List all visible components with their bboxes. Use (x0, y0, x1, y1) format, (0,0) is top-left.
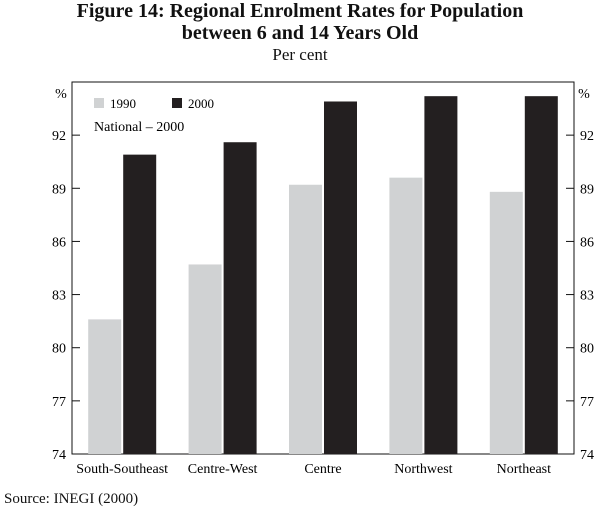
legend-label-1990: 1990 (110, 96, 136, 111)
y-tick-label-left: 92 (52, 129, 66, 144)
y-tick-label-right: 80 (580, 342, 594, 357)
bar-2000-south-southeast (123, 154, 157, 454)
y-tick-label-left: 74 (52, 448, 66, 463)
y-tick-label-right: 86 (580, 235, 594, 250)
y-tick-label-right: 74 (580, 448, 594, 463)
y-tick-label-left: 89 (52, 182, 66, 197)
y-tick-label-left: 80 (52, 342, 66, 357)
y-unit-label-right: % (578, 87, 590, 102)
reference-line-label: National – 2000 (94, 120, 184, 135)
y-tick-label-right: 89 (580, 182, 594, 197)
bar-2000-centre (324, 101, 357, 454)
x-axis-labels: South-Southeast Centre-West Centre Northwes… (76, 462, 551, 477)
legend: 1990 2000 (94, 96, 214, 111)
bar-2000-northeast (524, 96, 558, 455)
bar-1990-centre (289, 184, 322, 454)
source-note: Source: INEGI (2000) (4, 491, 139, 507)
y-tick-label-left: 83 (52, 289, 66, 304)
y-tick-label-right: 77 (580, 395, 594, 410)
x-tick-label: Centre (304, 462, 341, 477)
legend-label-2000: 2000 (188, 96, 214, 111)
x-tick-label: South-Southeast (76, 462, 168, 477)
chart-title-line2: between 6 and 14 Years Old (181, 22, 419, 44)
y-tick-label-left: 77 (52, 395, 66, 410)
y-unit-label-left: % (55, 87, 67, 102)
y-axis-ticks: 74 74 77 77 80 80 83 83 86 86 89 89 92 92 (52, 129, 594, 463)
x-tick-label: Northeast (497, 462, 552, 477)
x-tick-label: Northwest (394, 462, 452, 477)
y-tick-label-right: 83 (580, 289, 594, 304)
bar-2000-centre-west (223, 142, 257, 454)
bar-2000-northwest (424, 96, 458, 455)
legend-swatch-1990 (94, 98, 104, 108)
y-tick-label-right: 92 (580, 129, 594, 144)
x-tick-label: Centre-West (188, 462, 258, 477)
bar-1990-northwest (389, 177, 423, 454)
y-tick-label-left: 86 (52, 235, 66, 250)
bar-1990-centre-west (188, 264, 222, 454)
legend-swatch-2000 (172, 98, 182, 108)
bar-1990-south-southeast (88, 319, 122, 454)
chart-title-line1: Figure 14: Regional Enrolment Rates for … (76, 0, 524, 22)
chart-subtitle: Per cent (272, 45, 328, 64)
bar-1990-northeast (489, 191, 523, 455)
plot-frame (71, 81, 575, 455)
bar-series (88, 96, 558, 455)
